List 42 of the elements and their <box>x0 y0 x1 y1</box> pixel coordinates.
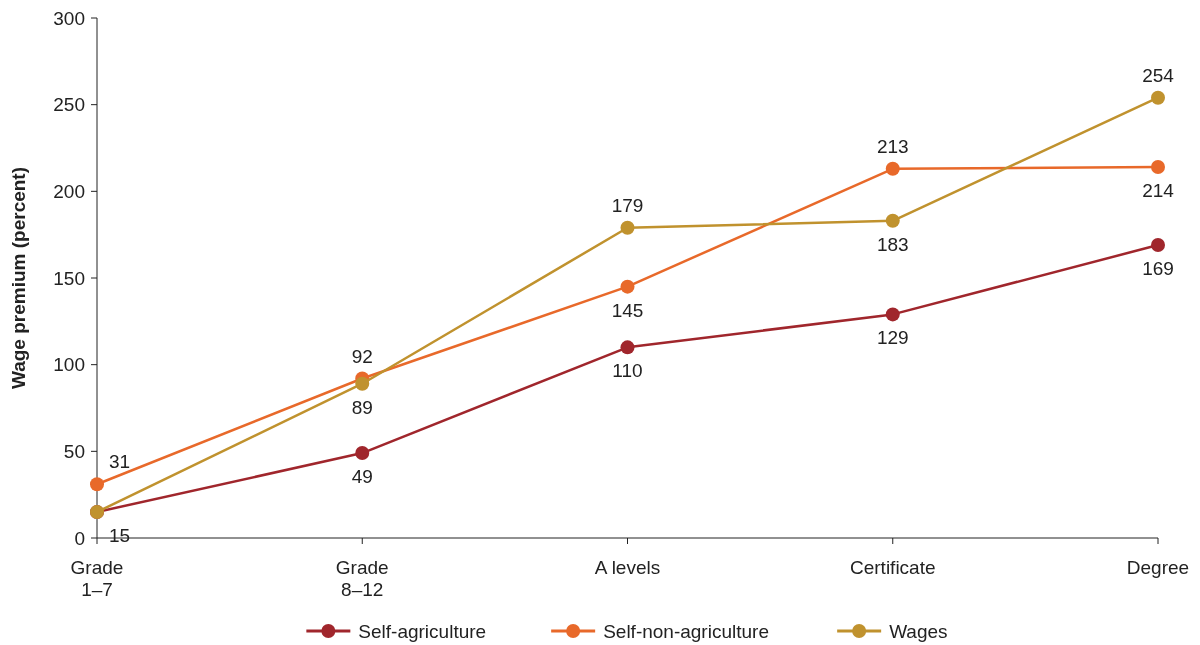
data-label: 92 <box>351 345 373 367</box>
y-axis-title: Wage premium (percent) <box>8 166 29 390</box>
point <box>620 340 635 355</box>
legend-label: Self-non-agriculture <box>603 620 769 642</box>
x-tick-label: Degree <box>1126 557 1190 578</box>
data-label: 145 <box>611 299 644 321</box>
point <box>1151 90 1165 105</box>
point <box>355 376 370 391</box>
data-label: 213 <box>876 135 909 157</box>
y-tick-label: 250 <box>53 94 85 116</box>
point <box>355 446 370 461</box>
data-label: 254 <box>1142 64 1175 86</box>
legend-label: Self-agriculture <box>358 620 487 642</box>
point <box>1151 238 1165 253</box>
data-label: 110 <box>612 360 643 382</box>
data-label: 129 <box>876 327 909 349</box>
point <box>620 279 635 294</box>
legend-label: Wages <box>889 620 948 642</box>
data-label: 15 <box>109 525 131 546</box>
data-label: 214 <box>1142 180 1175 202</box>
point <box>90 477 104 492</box>
data-label: 183 <box>876 233 909 255</box>
y-tick-label: 0 <box>74 527 85 549</box>
data-label: 31 <box>109 451 131 473</box>
data-label: 179 <box>611 194 644 216</box>
point <box>885 213 900 228</box>
y-tick-label: 200 <box>53 180 85 202</box>
y-tick-label: 300 <box>53 7 85 29</box>
data-label: 169 <box>1142 258 1174 280</box>
x-tick-label: Certificate <box>849 557 936 578</box>
data-label: 89 <box>351 396 373 418</box>
x-tick-label: Grade 1–7 <box>70 557 124 600</box>
point <box>1151 160 1165 175</box>
y-tick-label: 150 <box>53 267 85 289</box>
point <box>620 220 635 235</box>
y-tick-label: 100 <box>53 354 85 376</box>
point <box>885 307 900 322</box>
point <box>885 161 900 176</box>
x-tick-label: Grade 8–12 <box>335 557 389 600</box>
x-tick-label: A levels <box>594 557 661 578</box>
y-tick-label: 50 <box>63 440 85 462</box>
data-label: 49 <box>351 466 373 488</box>
